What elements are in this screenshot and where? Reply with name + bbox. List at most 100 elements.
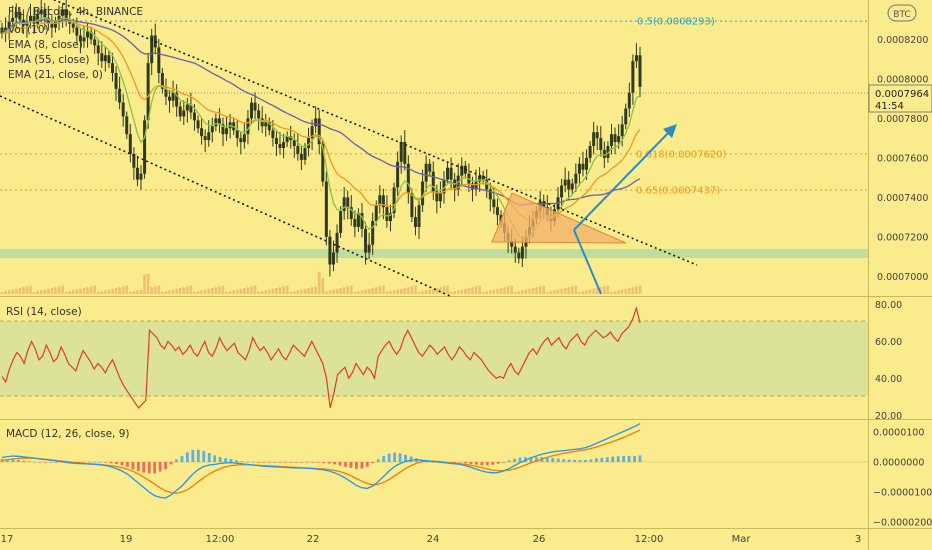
candle-body[interactable]: [296, 146, 300, 154]
candle-body[interactable]: [29, 15, 33, 22]
candle-body[interactable]: [417, 205, 421, 227]
indicator-ema21[interactable]: EMA (21, close, 0): [8, 69, 103, 81]
candle-body[interactable]: [627, 92, 631, 109]
candle-body[interactable]: [577, 163, 581, 174]
candle-body[interactable]: [82, 37, 86, 42]
macd-axis[interactable]: 0.0000100 0.0000000 −0.0000100 −0.0000200: [873, 428, 932, 529]
candle-body[interactable]: [599, 138, 603, 150]
candle-body[interactable]: [307, 138, 311, 148]
candle-body[interactable]: [189, 104, 193, 113]
candle-body[interactable]: [314, 118, 318, 127]
candle-body[interactable]: [225, 128, 229, 135]
candle-body[interactable]: [11, 17, 15, 22]
candle-body[interactable]: [435, 191, 439, 202]
candle-body[interactable]: [146, 63, 150, 121]
candle-body[interactable]: [488, 189, 492, 200]
candle-body[interactable]: [43, 9, 47, 18]
candle-body[interactable]: [478, 175, 482, 182]
candle-body[interactable]: [449, 167, 453, 180]
candle-body[interactable]: [560, 185, 564, 198]
candle-body[interactable]: [239, 138, 243, 143]
candle-body[interactable]: [61, 9, 65, 16]
candle-body[interactable]: [207, 132, 211, 141]
candle-body[interactable]: [64, 9, 68, 20]
candle-body[interactable]: [563, 179, 567, 186]
candle-body[interactable]: [396, 161, 400, 188]
candle-body[interactable]: [474, 181, 478, 190]
candle-body[interactable]: [403, 142, 407, 164]
candle-body[interactable]: [192, 112, 196, 121]
candle-body[interactable]: [203, 136, 207, 141]
candle-body[interactable]: [570, 183, 574, 190]
candle-body[interactable]: [271, 130, 275, 139]
candle-body[interactable]: [242, 134, 246, 143]
candle-body[interactable]: [364, 228, 368, 253]
candle-body[interactable]: [282, 142, 286, 148]
candle-body[interactable]: [217, 118, 221, 125]
candle-body[interactable]: [321, 144, 325, 182]
candle-body[interactable]: [360, 213, 364, 229]
candle-body[interactable]: [200, 128, 204, 137]
macd-lines[interactable]: [0, 423, 868, 499]
candle-body[interactable]: [339, 211, 343, 233]
candle-body[interactable]: [175, 92, 179, 107]
candle-body[interactable]: [574, 173, 578, 184]
candle-body[interactable]: [103, 55, 107, 62]
candle-body[interactable]: [356, 213, 360, 227]
candle-body[interactable]: [638, 55, 642, 87]
candle-body[interactable]: [631, 61, 635, 93]
candle-body[interactable]: [481, 175, 485, 180]
candle-body[interactable]: [424, 163, 428, 182]
candle-body[interactable]: [210, 126, 214, 133]
candle-body[interactable]: [617, 136, 621, 143]
candle-body[interactable]: [125, 116, 129, 135]
candle-body[interactable]: [267, 122, 271, 131]
candle-body[interactable]: [367, 244, 371, 253]
candle-body[interactable]: [274, 138, 278, 145]
channel-upper-line[interactable]: [40, 0, 698, 266]
candle-body[interactable]: [78, 35, 82, 42]
rsi-polyline[interactable]: [1, 305, 641, 409]
candle-body[interactable]: [421, 181, 425, 206]
candle-body[interactable]: [260, 118, 264, 127]
candle-body[interactable]: [303, 148, 307, 160]
time-axis[interactable]: 17 19 12:00 22 24 26 12:00 Mar 3: [1, 534, 862, 545]
candle-body[interactable]: [14, 11, 18, 18]
candle-body[interactable]: [107, 55, 111, 64]
candle-body[interactable]: [128, 134, 132, 154]
candle-body[interactable]: [178, 106, 182, 117]
candle-body[interactable]: [328, 236, 332, 265]
candle-body[interactable]: [292, 140, 296, 147]
candle-body[interactable]: [413, 217, 417, 227]
candle-body[interactable]: [389, 213, 393, 222]
candle-body[interactable]: [399, 142, 403, 162]
candle-body[interactable]: [620, 124, 624, 137]
candle-body[interactable]: [431, 171, 435, 192]
candle-body[interactable]: [121, 102, 125, 117]
candle-body[interactable]: [520, 246, 524, 259]
candle-body[interactable]: [53, 21, 57, 28]
candle-body[interactable]: [18, 11, 22, 20]
candle-body[interactable]: [513, 246, 517, 253]
candle-body[interactable]: [7, 21, 11, 28]
rsi-line[interactable]: [1, 305, 641, 409]
candle-body[interactable]: [289, 136, 293, 141]
candle-body[interactable]: [317, 118, 321, 145]
candle-body[interactable]: [588, 146, 592, 158]
currency-badge[interactable]: [887, 4, 917, 22]
rsi-axis[interactable]: 80.00 60.00 40.00 20.00: [875, 300, 902, 422]
candle-body[interactable]: [221, 124, 225, 135]
candle-body[interactable]: [110, 63, 114, 74]
candle-body[interactable]: [71, 23, 75, 28]
candle-body[interactable]: [36, 13, 40, 24]
candle-body[interactable]: [114, 73, 118, 89]
candle-body[interactable]: [132, 153, 136, 168]
support-band[interactable]: [0, 249, 868, 258]
candle-body[interactable]: [613, 134, 617, 143]
candle-body[interactable]: [517, 252, 521, 259]
candle-body[interactable]: [150, 35, 154, 64]
candle-body[interactable]: [285, 136, 289, 143]
candle-body[interactable]: [585, 157, 589, 170]
candle-body[interactable]: [135, 167, 139, 180]
arrow-up-head[interactable]: [663, 124, 677, 138]
